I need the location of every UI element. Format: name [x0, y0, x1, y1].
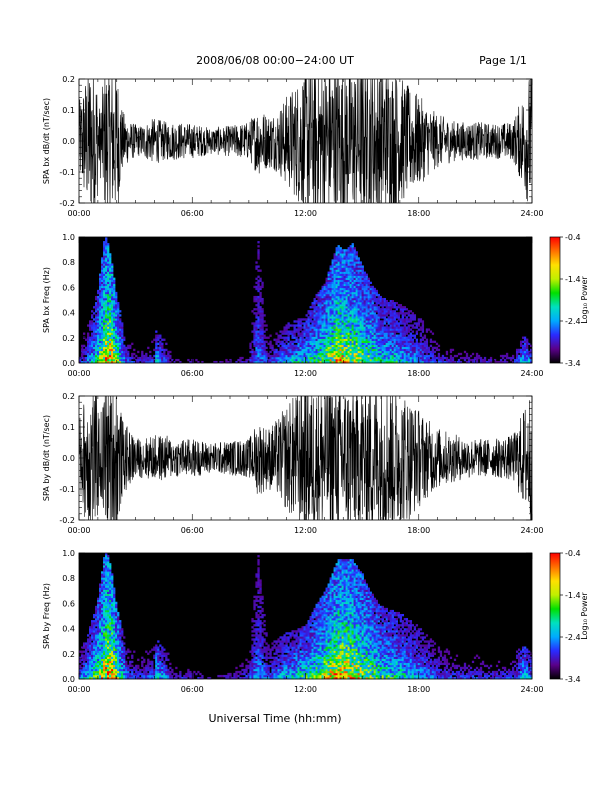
- colorbar-label: Log₁₀ Power: [580, 592, 589, 640]
- spectrogram-cells: [79, 553, 533, 680]
- x-tick-label: 24:00: [520, 209, 543, 218]
- y-tick-label: 0.1: [62, 423, 75, 432]
- y-tick-label: 0.0: [62, 137, 75, 146]
- y-tick-label: 0.2: [62, 334, 75, 343]
- panel-4: -0.4 -1.4 -2.4 -3.4 Log₁₀ Power 00:00 06:00 12:…: [42, 549, 589, 694]
- x-tick-label: 18:00: [407, 209, 430, 218]
- colorbar-tick-label: -2.4: [565, 633, 581, 642]
- colorbar-tick-label: -3.4: [565, 675, 581, 684]
- y-tick-label: 0.0: [62, 359, 75, 368]
- x-tick-label: 06:00: [181, 209, 204, 218]
- colorbar-scale: [549, 236, 561, 364]
- y-tick-label: 0.2: [62, 392, 75, 401]
- spectrogram-cells: [79, 237, 533, 364]
- y-tick-label: 0.8: [62, 258, 75, 267]
- x-tick-label: 12:00: [294, 526, 317, 535]
- x-tick-label: 12:00: [294, 369, 317, 378]
- colorbar: -0.4 -1.4 -2.4 -3.4 Log₁₀ Power: [549, 233, 589, 368]
- colorbar-tick-label: -2.4: [565, 317, 581, 326]
- x-tick-label: 12:00: [294, 685, 317, 694]
- x-tick-label: 00:00: [67, 685, 90, 694]
- y-tick-label: 0.4: [62, 309, 75, 318]
- colorbar-tick-label: -0.4: [565, 233, 581, 242]
- x-tick-label: 00:00: [67, 209, 90, 218]
- x-tick-label: 24:00: [520, 526, 543, 535]
- panel-3: 00:00 06:00 12:00 18:00 24:00 -0.2 -0.1 0.0 0.1 0…: [42, 392, 544, 535]
- y-tick-label: 0.0: [62, 454, 75, 463]
- y-axis-label: SPA bx dB/dt (nT/sec): [42, 98, 51, 184]
- y-tick-label: 0.0: [62, 675, 75, 684]
- x-tick-label: 24:00: [520, 369, 543, 378]
- colorbar-tick-label: -1.4: [565, 275, 581, 284]
- colorbar-scale: [549, 552, 561, 680]
- x-tick-label: 18:00: [407, 526, 430, 535]
- x-tick-label: 00:00: [67, 369, 90, 378]
- x-tick-label: 06:00: [181, 526, 204, 535]
- colorbar-tick-label: -0.4: [565, 549, 581, 558]
- y-tick-label: 1.0: [62, 549, 75, 558]
- y-tick-label: 0.2: [62, 650, 75, 659]
- y-tick-label: -0.2: [59, 199, 75, 208]
- x-tick-label: 12:00: [294, 209, 317, 218]
- x-tick-label: 18:00: [407, 685, 430, 694]
- y-tick-label: -0.2: [59, 516, 75, 525]
- x-tick-label: 24:00: [520, 685, 543, 694]
- x-tick-label: 00:00: [67, 526, 90, 535]
- y-tick-label: 0.6: [62, 283, 75, 292]
- x-tick-label: 06:00: [181, 685, 204, 694]
- signal-trace: [79, 79, 532, 203]
- signal-trace: [79, 396, 532, 520]
- y-tick-label: -0.1: [59, 485, 75, 494]
- panels: 00:00 06:00 12:00 18:00 24:00 -0.2 -0.1 0.0 0.1 0…: [42, 75, 589, 694]
- y-tick-label: 0.2: [62, 75, 75, 84]
- y-tick-label: 0.4: [62, 625, 75, 634]
- page-title: 2008/06/08 00:00−24:00 UT: [196, 54, 354, 67]
- y-tick-label: 1.0: [62, 233, 75, 242]
- panel-2: -0.4 -1.4 -2.4 -3.4 Log₁₀ Power 00:00 06:00 12:…: [42, 233, 589, 378]
- y-axis-label: SPA by Freq (Hz): [42, 583, 51, 649]
- colorbar-tick-label: -3.4: [565, 359, 581, 368]
- colorbar-tick-label: -1.4: [565, 591, 581, 600]
- y-axis-label: SPA by dB/dt (nT/sec): [42, 415, 51, 501]
- panel-1: 00:00 06:00 12:00 18:00 24:00 -0.2 -0.1 0.0 0.1 0…: [42, 75, 544, 218]
- y-tick-label: 0.6: [62, 599, 75, 608]
- x-axis-label: Universal Time (hh:mm): [209, 712, 342, 725]
- page-number: Page 1/1: [479, 54, 527, 67]
- y-axis-label: SPA bx Freq (Hz): [42, 267, 51, 333]
- colorbar-label: Log₁₀ Power: [580, 276, 589, 324]
- x-tick-label: 06:00: [181, 369, 204, 378]
- y-tick-label: -0.1: [59, 168, 75, 177]
- y-tick-label: 0.8: [62, 574, 75, 583]
- y-tick-label: 0.1: [62, 106, 75, 115]
- x-tick-label: 18:00: [407, 369, 430, 378]
- colorbar: -0.4 -1.4 -2.4 -3.4 Log₁₀ Power: [549, 549, 589, 684]
